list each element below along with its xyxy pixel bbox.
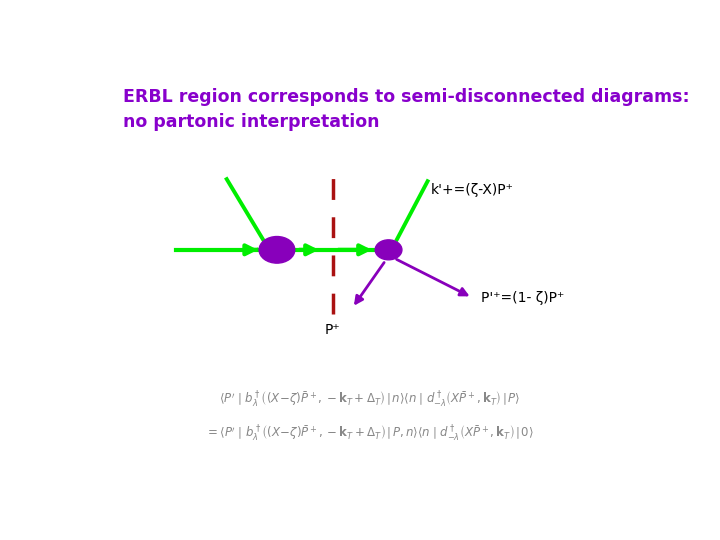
Circle shape [375,240,402,260]
Text: ERBL region corresponds to semi-disconnected diagrams:
no partonic interpretatio: ERBL region corresponds to semi-disconne… [124,87,690,131]
Text: $= \langle P' \mid b^\dagger_\lambda \left((X\!-\!\zeta)\bar{P}^+, -\mathbf{k}_T: $= \langle P' \mid b^\dagger_\lambda \le… [204,423,534,443]
Text: k'+=(ζ-X)P⁺: k'+=(ζ-X)P⁺ [431,183,513,197]
Circle shape [259,237,294,263]
Text: P'⁺=(1- ζ)P⁺: P'⁺=(1- ζ)P⁺ [481,292,564,306]
Text: P⁺: P⁺ [324,322,340,336]
Text: $\langle P' \mid b^\dagger_\lambda \left((X\!-\!\zeta)\bar{P}^+, -\mathbf{k}_T +: $\langle P' \mid b^\dagger_\lambda \left… [219,390,519,409]
